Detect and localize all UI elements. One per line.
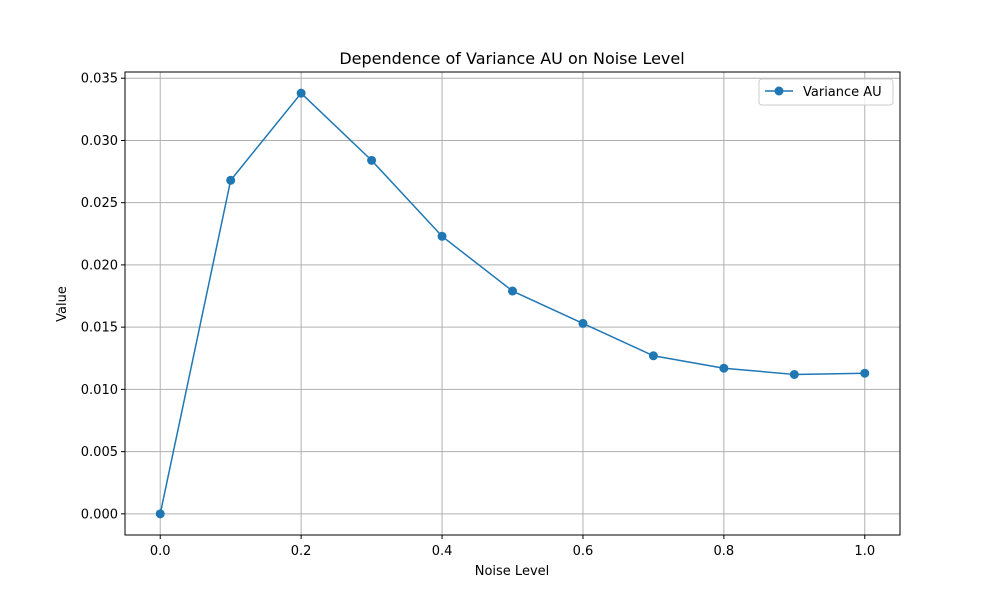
x-tick-label: 0.0 [150, 544, 171, 559]
data-point [789, 369, 799, 379]
data-point [860, 368, 870, 378]
legend-entry-variance-au: Variance AU [803, 85, 882, 100]
series-line-variance-au [159, 92, 865, 514]
data-point [437, 231, 447, 241]
legend: Variance AU [758, 78, 894, 106]
data-point [578, 318, 588, 328]
data-point [296, 88, 306, 98]
data-point [367, 155, 377, 165]
y-tick-label: 0.015 [81, 321, 118, 336]
data-point [648, 351, 658, 361]
y-tick-label: 0.035 [81, 72, 118, 87]
chart-title: Dependence of Variance AU on Noise Level [339, 49, 684, 68]
x-tick-label: 1.0 [854, 544, 875, 559]
y-tick-label: 0.010 [81, 383, 118, 398]
y-tick-label: 0.005 [81, 445, 118, 460]
axis-ticks: 0.0 0.2 0.4 0.6 0.8 1.0 0.000 0.005 0.010 0.015 0.… [81, 72, 875, 559]
series-layer [155, 88, 870, 519]
legend-frame [758, 78, 894, 106]
grid [125, 72, 900, 535]
y-tick-label: 0.020 [81, 258, 118, 273]
data-point [226, 175, 236, 185]
x-tick-label: 0.8 [714, 544, 735, 559]
y-tick-label: 0.000 [81, 507, 118, 522]
y-tick-label: 0.030 [81, 134, 118, 149]
x-tick-label: 0.6 [573, 544, 594, 559]
y-axis-label: Value [55, 286, 70, 322]
x-tick-label: 0.2 [291, 544, 312, 559]
y-tick-label: 0.025 [81, 196, 118, 211]
data-point [508, 286, 517, 296]
plot-area-frame [124, 71, 901, 536]
data-point [719, 363, 729, 373]
legend-marker-swatch [774, 86, 784, 96]
x-tick-label: 0.4 [432, 544, 453, 559]
x-axis-label: Noise Level [475, 564, 550, 579]
data-point [155, 509, 165, 519]
